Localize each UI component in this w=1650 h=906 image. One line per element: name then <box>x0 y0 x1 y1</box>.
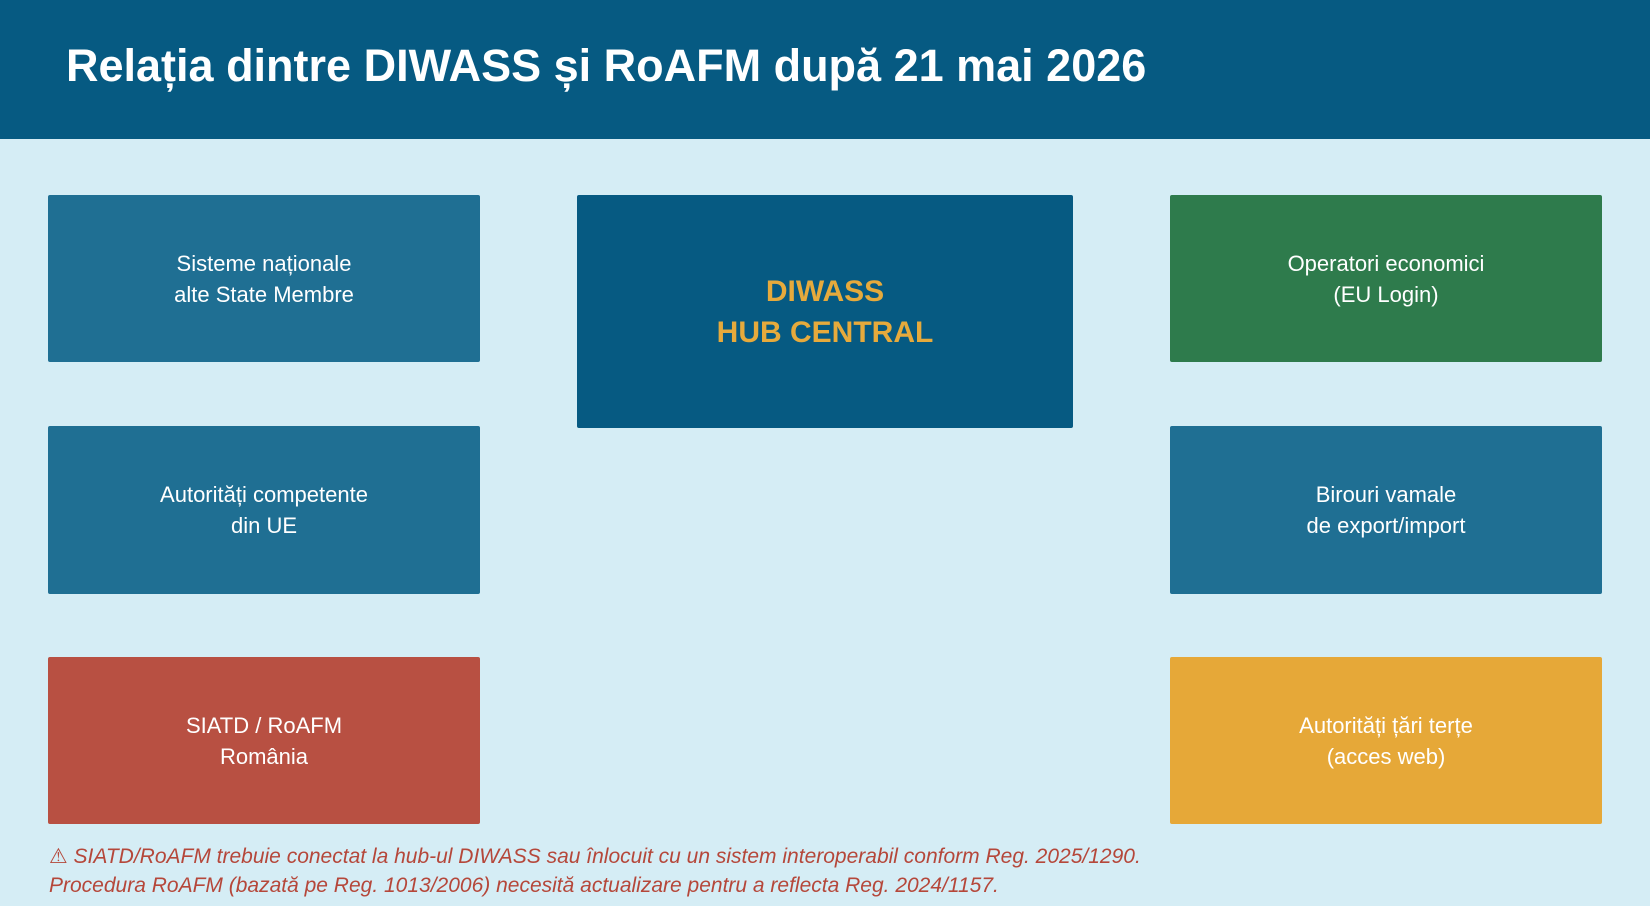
node-eu-authorities: Autorități competente din UE <box>48 426 480 594</box>
node-siatd-roafm: SIATD / RoAFM România <box>48 657 480 824</box>
node-label: Sisteme naționale <box>176 250 352 276</box>
hub-label: DIWASS <box>765 274 885 308</box>
node-sublabel: (acces web) <box>1326 743 1446 769</box>
page-title: Relația dintre DIWASS și RoAFM după 21 m… <box>66 40 1147 91</box>
node-label: Autorități competente <box>160 482 368 507</box>
node-label: SIATD / RoAFM <box>185 712 343 738</box>
footnote-text: SIATD/RoAFM trebuie conectat la hub-ul D… <box>73 845 1141 868</box>
footnote-line-1: ⚠ SIATD/RoAFM trebuie conectat la hub-ul… <box>49 844 1141 869</box>
node-label: Autorități țări terțe <box>1299 712 1473 738</box>
node-label: Operatori economici <box>1287 250 1485 276</box>
node-sublabel: de export/import <box>1306 513 1466 538</box>
node-third-country-authorities: Autorități țări terțe (acces web) <box>1170 657 1602 824</box>
warning-icon: ⚠ <box>49 845 68 868</box>
node-national-systems: Sisteme naționale alte State Membre <box>48 195 480 362</box>
footnote-text: Procedura RoAFM (bazată pe Reg. 1013/200… <box>49 874 999 897</box>
node-customs-offices: Birouri vamale de export/import <box>1170 426 1602 594</box>
footnote-line-2: Procedura RoAFM (bazată pe Reg. 1013/200… <box>49 874 999 898</box>
node-sublabel: România <box>219 743 309 769</box>
hub-sublabel: HUB CENTRAL <box>716 315 934 349</box>
node-sublabel: din UE <box>230 513 298 538</box>
node-label: Birouri vamale <box>1315 482 1457 507</box>
header-bar: Relația dintre DIWASS și RoAFM după 21 m… <box>0 0 1650 139</box>
node-economic-operators: Operatori economici (EU Login) <box>1170 195 1602 362</box>
node-diwass-hub: DIWASS HUB CENTRAL <box>577 195 1073 428</box>
node-sublabel: (EU Login) <box>1333 281 1439 307</box>
node-sublabel: alte State Membre <box>174 281 354 307</box>
